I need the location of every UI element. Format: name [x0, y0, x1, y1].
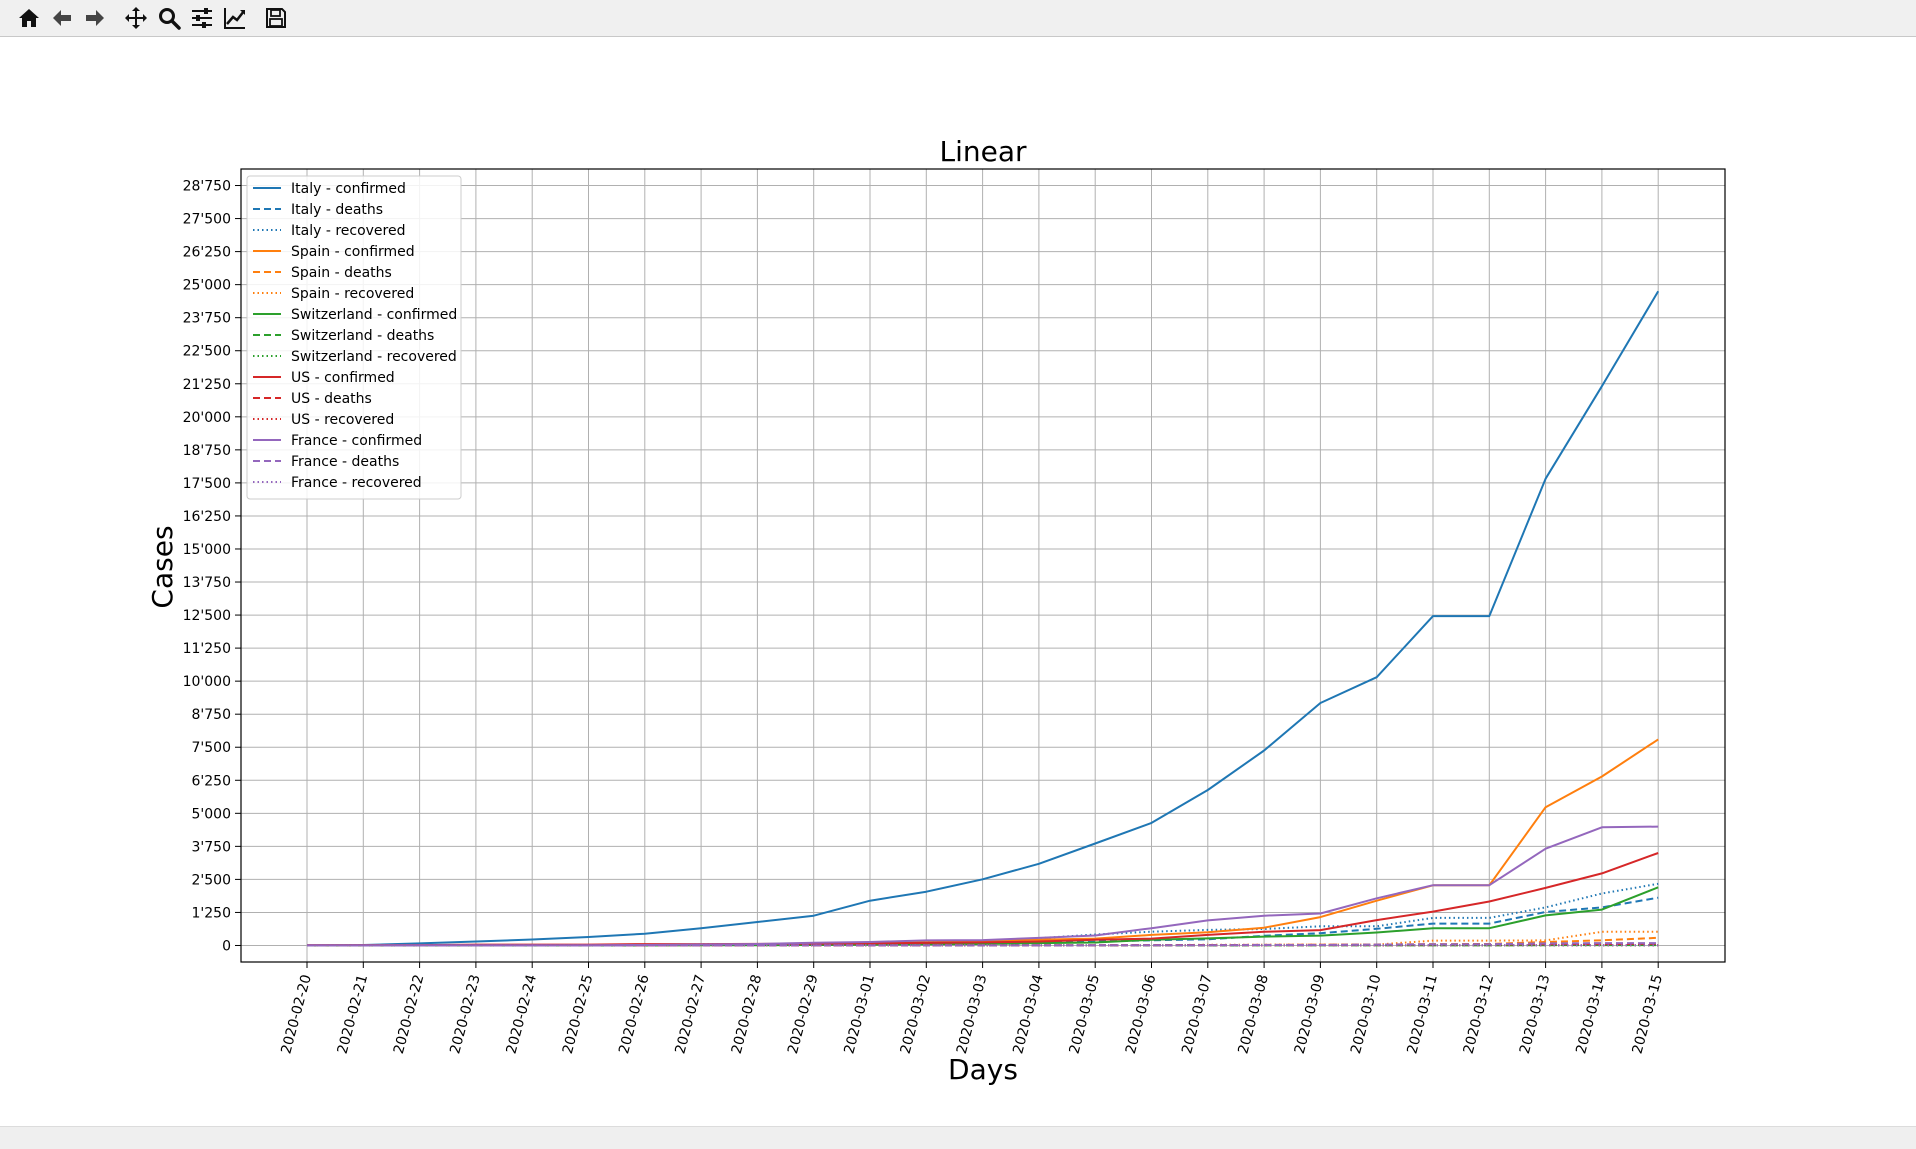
magnifier-icon	[157, 6, 181, 30]
y-tick-label: 25'000	[183, 278, 231, 294]
chart-title: Linear	[939, 135, 1027, 168]
y-tick-label: 26'250	[183, 245, 231, 261]
x-tick-label: 2020-03-01	[841, 973, 878, 1056]
y-tick-label: 10'000	[183, 674, 231, 690]
x-tick-label: 2020-03-11	[1404, 973, 1441, 1056]
navigation-toolbar	[0, 0, 1916, 37]
y-tick-label: 3'750	[192, 839, 231, 855]
x-tick-label: 2020-03-07	[1179, 973, 1216, 1056]
y-tick-label: 2'500	[192, 872, 231, 888]
y-tick-label: 13'750	[183, 575, 231, 591]
y-tick-label: 8'750	[192, 707, 231, 723]
x-tick-label: 2020-03-15	[1630, 973, 1667, 1056]
legend-label: US - confirmed	[291, 370, 395, 386]
y-tick-label: 11'250	[183, 641, 231, 657]
move-icon	[124, 6, 148, 30]
y-tick-label: 0	[222, 938, 231, 954]
x-tick-label: 2020-02-29	[785, 973, 822, 1056]
y-tick-label: 1'250	[192, 905, 231, 921]
y-axis-ticks: 0 1'250 2'500 3'750 5'000 6'250 7'500 8'750 10'0…	[183, 179, 241, 955]
x-tick-label: 2020-02-28	[729, 973, 766, 1056]
home-icon	[17, 6, 41, 30]
legend-label: Spain - deaths	[291, 265, 392, 281]
x-tick-label: 2020-03-13	[1517, 973, 1554, 1056]
legend: Italy - confirmed Italy - deaths Italy - r…	[247, 176, 461, 499]
legend-label: Switzerland - deaths	[291, 328, 434, 344]
arrow-right-icon	[83, 6, 107, 30]
y-tick-label: 21'250	[183, 377, 231, 393]
y-tick-label: 6'250	[192, 773, 231, 789]
legend-label: Spain - confirmed	[291, 244, 415, 260]
legend-label: France - recovered	[291, 475, 422, 491]
x-tick-label: 2020-02-22	[391, 973, 428, 1056]
y-tick-label: 27'500	[183, 212, 231, 228]
configure-subplots-button[interactable]	[187, 3, 217, 33]
legend-label: Switzerland - recovered	[291, 349, 457, 365]
y-tick-label: 23'750	[183, 311, 231, 327]
x-tick-label: 2020-02-21	[335, 973, 372, 1056]
legend-label: France - deaths	[291, 454, 399, 470]
x-tick-label: 2020-03-08	[1235, 973, 1272, 1056]
y-tick-label: 16'250	[183, 509, 231, 525]
x-tick-label: 2020-02-23	[447, 973, 484, 1056]
save-button[interactable]	[261, 3, 291, 33]
legend-label: Switzerland - confirmed	[291, 307, 457, 323]
y-tick-label: 12'500	[183, 608, 231, 624]
x-tick-label: 2020-03-06	[1123, 973, 1160, 1056]
x-tick-label: 2020-03-05	[1067, 973, 1104, 1056]
figure-canvas[interactable]: Linear Days Cases 0 1'250 2'500 3'750 5'000 6…	[0, 38, 1916, 1126]
x-tick-label: 2020-03-02	[898, 973, 935, 1056]
y-tick-label: 28'750	[183, 179, 231, 195]
legend-label: US - recovered	[291, 412, 394, 428]
legend-label: US - deaths	[291, 391, 372, 407]
x-tick-label: 2020-02-26	[616, 973, 653, 1056]
back-button[interactable]	[47, 3, 77, 33]
x-tick-label: 2020-02-20	[278, 973, 315, 1056]
y-tick-label: 20'000	[183, 410, 231, 426]
legend-label: Italy - confirmed	[291, 181, 406, 197]
x-tick-label: 2020-03-12	[1461, 973, 1498, 1056]
y-axis-label: Cases	[146, 525, 179, 608]
x-tick-label: 2020-03-09	[1292, 973, 1329, 1056]
x-tick-label: 2020-02-24	[504, 973, 541, 1056]
x-tick-label: 2020-03-14	[1573, 973, 1610, 1056]
y-tick-label: 15'000	[183, 542, 231, 558]
x-tick-label: 2020-03-10	[1348, 973, 1385, 1056]
line-chart: Linear Days Cases 0 1'250 2'500 3'750 5'000 6…	[0, 38, 1916, 1126]
floppy-disk-icon	[264, 6, 288, 30]
legend-label: France - confirmed	[291, 433, 422, 449]
y-tick-label: 7'500	[192, 740, 231, 756]
x-axis-label: Days	[948, 1053, 1018, 1086]
line-chart-icon	[223, 6, 247, 30]
arrow-left-icon	[50, 6, 74, 30]
y-tick-label: 18'750	[183, 443, 231, 459]
zoom-button[interactable]	[154, 3, 184, 33]
y-tick-label: 17'500	[183, 476, 231, 492]
x-tick-label: 2020-03-03	[954, 973, 991, 1056]
x-tick-label: 2020-02-25	[560, 973, 597, 1056]
x-tick-label: 2020-03-04	[1010, 973, 1047, 1056]
legend-label: Spain - recovered	[291, 286, 414, 302]
edit-axis-button[interactable]	[220, 3, 250, 33]
legend-label: Italy - recovered	[291, 223, 406, 239]
x-axis-ticks: 2020-02-20 2020-02-21 2020-02-22 2020-02-23…	[278, 962, 1666, 1056]
y-tick-label: 5'000	[192, 806, 231, 822]
x-tick-label: 2020-02-27	[672, 973, 709, 1056]
sliders-icon	[190, 6, 214, 30]
grid	[241, 169, 1725, 962]
status-bar	[0, 1126, 1916, 1149]
y-tick-label: 22'500	[183, 344, 231, 360]
home-button[interactable]	[14, 3, 44, 33]
legend-label: Italy - deaths	[291, 202, 383, 218]
pan-button[interactable]	[121, 3, 151, 33]
forward-button[interactable]	[80, 3, 110, 33]
